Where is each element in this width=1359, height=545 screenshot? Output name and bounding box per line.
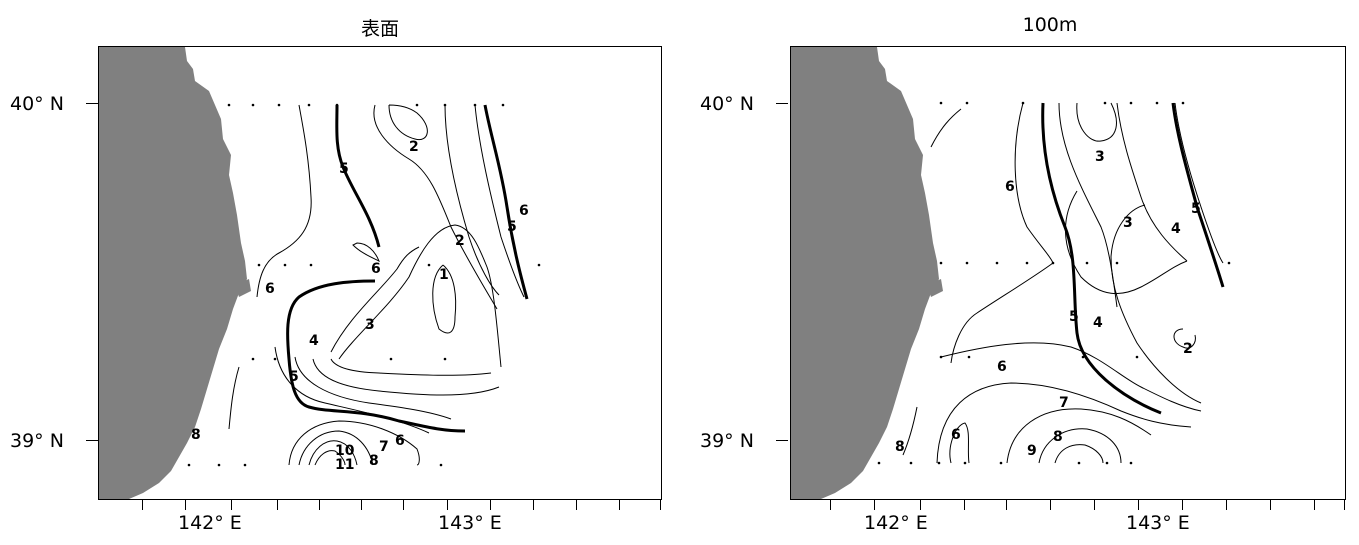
lon-label-142e: 142° E <box>864 512 928 534</box>
contour-label: 7 <box>1059 395 1069 411</box>
contour-label: 6 <box>997 359 1007 375</box>
map-frame: 3 6 5 3 4 5 4 2 6 7 8 9 6 8 <box>790 46 1346 500</box>
x-tick <box>619 500 620 510</box>
contour-label: 5 <box>1069 309 1079 325</box>
x-tick <box>277 500 278 510</box>
y-tick-40 <box>776 103 788 104</box>
contour-label: 2 <box>1183 341 1193 357</box>
contour-label: 2 <box>409 139 419 155</box>
lat-label-40n: 40° N <box>700 93 754 115</box>
contour-label: 7 <box>379 439 389 455</box>
contour-label: 8 <box>369 453 379 469</box>
y-tick-40 <box>86 103 98 104</box>
x-tick <box>142 500 143 510</box>
x-tick <box>1138 500 1139 510</box>
contour-label: 9 <box>1027 443 1037 459</box>
land-islet <box>927 279 943 297</box>
contour-label: 5 <box>507 219 517 235</box>
contour-label: 3 <box>1123 215 1133 231</box>
x-tick <box>231 500 232 510</box>
x-tick <box>660 500 661 510</box>
lon-label-142e: 142° E <box>178 512 242 534</box>
contour-map: 3 6 5 3 4 5 4 2 6 7 8 9 6 8 <box>791 47 1231 499</box>
y-tick-39 <box>86 440 98 441</box>
x-tick <box>1050 500 1051 510</box>
contour-lines <box>228 104 525 466</box>
lat-label-39n: 39° N <box>700 430 754 452</box>
lon-label-143e: 143° E <box>1126 512 1190 534</box>
contour-label: 11 <box>335 457 354 473</box>
station-dots <box>877 101 1231 465</box>
lat-label-39n: 39° N <box>10 430 64 452</box>
contour-labels: 2 5 6 5 2 6 1 6 3 4 5 8 6 7 8 10 11 <box>191 139 529 473</box>
contour-label: 10 <box>335 443 355 459</box>
land-islet <box>235 279 251 297</box>
bold-contour-lines <box>286 104 529 433</box>
lat-label-40n: 40° N <box>10 93 64 115</box>
contour-label: 8 <box>895 439 905 455</box>
contour-label: 6 <box>1005 179 1015 195</box>
x-tick <box>874 500 875 510</box>
land-mass <box>99 47 247 499</box>
x-tick <box>1314 500 1315 510</box>
contour-label: 5 <box>339 161 349 177</box>
contour-label: 6 <box>265 281 275 297</box>
contour-map: 2 5 6 5 2 6 1 6 3 4 5 8 6 7 8 10 11 <box>99 47 541 499</box>
land-mass <box>791 47 939 499</box>
contour-labels: 3 6 5 3 4 5 4 2 6 7 8 9 6 8 <box>895 149 1201 459</box>
x-tick <box>1006 500 1007 510</box>
contour-label: 8 <box>191 427 201 443</box>
y-tick-39 <box>776 440 788 441</box>
x-tick <box>920 500 921 510</box>
bold-contour-lines <box>1041 102 1225 415</box>
contour-label: 6 <box>371 261 381 277</box>
map-panel-surface: 表面 40° N 39° N <box>10 18 662 534</box>
contour-label: 8 <box>1053 429 1063 445</box>
x-tick <box>361 500 362 510</box>
x-tick <box>830 500 831 510</box>
x-tick <box>490 500 491 510</box>
contour-label: 1 <box>439 267 449 283</box>
x-tick <box>185 500 186 510</box>
contour-label: 4 <box>1093 315 1103 331</box>
x-tick <box>1344 500 1345 510</box>
x-tick <box>403 500 404 510</box>
contour-label: 3 <box>365 317 375 333</box>
x-tick <box>1094 500 1095 510</box>
panel-title: 100m <box>1022 14 1078 36</box>
contour-label: 5 <box>1191 201 1201 217</box>
contour-label: 2 <box>455 233 465 249</box>
contour-label: 6 <box>519 203 529 219</box>
x-tick <box>319 500 320 510</box>
contour-label: 4 <box>1171 221 1181 237</box>
panel-title: 表面 <box>360 18 399 40</box>
map-panel-100m: 100m 40° N 39° N <box>690 0 1359 545</box>
contour-label: 4 <box>309 333 319 349</box>
x-tick <box>533 500 534 510</box>
x-tick <box>1226 500 1227 510</box>
x-tick <box>576 500 577 510</box>
x-tick <box>1270 500 1271 510</box>
contour-label: 6 <box>395 433 405 449</box>
map-frame: 2 5 6 5 2 6 1 6 3 4 5 8 6 7 8 10 11 <box>98 46 662 500</box>
x-tick <box>447 500 448 510</box>
lon-label-143e: 143° E <box>438 512 502 534</box>
contour-label: 6 <box>951 427 961 443</box>
contour-label: 3 <box>1095 149 1105 165</box>
contour-lines <box>902 102 1224 464</box>
contour-label: 5 <box>289 369 299 385</box>
x-tick <box>1182 500 1183 510</box>
x-tick <box>964 500 965 510</box>
